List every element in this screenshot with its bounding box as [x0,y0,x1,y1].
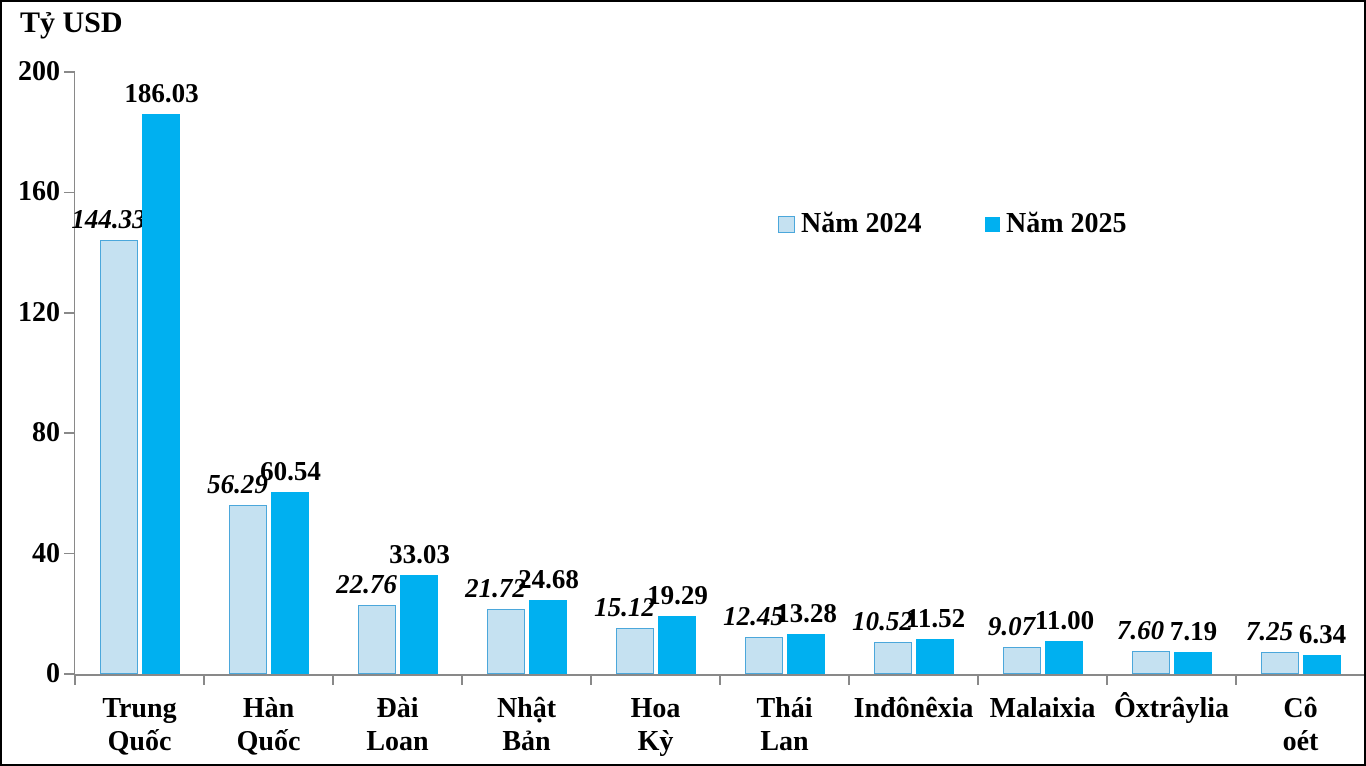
value-label-nam-2024: 7.25 [1245,616,1294,647]
bar-nam-2024 [1260,652,1299,674]
category-label: Inđônêxia [853,693,974,724]
category-label: Hàn Quốc [236,693,301,757]
category-label: Malaixia [989,693,1096,724]
legend-item-nam-2025: Năm 2025 [985,208,1127,240]
y-axis-tick [64,673,75,675]
x-axis-tick [848,675,850,685]
x-axis-tick [203,675,205,685]
category-label: Nhật Bản [496,693,557,757]
value-label-nam-2025: 33.03 [389,538,450,569]
value-label-nam-2025: 6.34 [1298,618,1347,649]
y-axis-tick-label: 40 [32,537,60,569]
bar-nam-2024 [357,605,396,674]
x-axis-line [73,674,1364,676]
value-label-nam-2024: 21.72 [465,572,526,603]
legend-label-2025: Năm 2025 [1006,208,1127,239]
value-label-nam-2025: 24.68 [518,563,579,594]
value-label-nam-2025: 60.54 [260,455,321,486]
bar-nam-2025 [915,639,954,674]
x-axis-tick [74,675,76,685]
legend-swatch-2024 [778,215,795,233]
x-axis-tick [590,675,592,685]
value-label-nam-2025: 11.00 [1034,604,1095,635]
value-label-nam-2024: 7.60 [1116,615,1165,646]
value-label-nam-2025: 13.28 [776,598,837,629]
value-label-nam-2025: 7.19 [1169,616,1218,647]
y-axis-tick-label: 0 [46,658,60,689]
bar-nam-2024 [744,636,783,674]
x-axis-tick [977,675,979,685]
bar-nam-2025 [1044,640,1083,674]
legend-label-2024: Năm 2024 [801,208,922,239]
bar-nam-2025 [141,114,180,674]
legend-item-nam-2024: Năm 2024 [778,208,922,240]
x-axis-tick [1235,675,1237,685]
x-axis-tick [332,675,334,685]
y-axis-tick [64,432,75,434]
value-label-nam-2025: 19.29 [647,579,708,610]
value-label-nam-2024: 9.07 [987,610,1036,641]
value-label-nam-2024: 144.33 [71,203,146,234]
value-label-nam-2025: 186.03 [124,78,199,109]
bar-nam-2024 [1002,646,1041,674]
category-label: Thái Lan [756,693,813,757]
bar-nam-2024 [228,504,267,674]
category-label: Ôxtrâylia [1113,693,1230,724]
y-axis-tick-label: 200 [18,56,60,87]
x-axis-tick [719,675,721,685]
bar-nam-2025 [657,615,696,674]
category-label: Hoa Kỳ [630,693,681,757]
bar-nam-2025 [270,491,309,674]
category-label: Cô oét [1282,693,1319,757]
bar-nam-2025 [1302,654,1341,674]
bar-nam-2024 [1131,651,1170,674]
value-label-nam-2024: 56.29 [207,468,268,499]
value-label-nam-2024: 22.76 [336,569,397,600]
bar-nam-2024 [99,239,138,674]
bar-nam-2025 [786,634,825,674]
value-label-nam-2024: 12.45 [723,600,784,631]
y-axis-unit-title: Tỷ USD [20,6,123,39]
bar-nam-2025 [399,574,438,674]
y-axis-tick [64,71,75,73]
category-label: Đài Loan [366,693,429,757]
x-axis-tick [461,675,463,685]
legend-swatch-2025 [985,216,1000,232]
y-axis-tick [64,552,75,555]
value-label-nam-2025: 11.52 [905,603,966,634]
y-axis-tick [64,312,75,314]
bar-nam-2024 [615,628,654,674]
y-axis-tick [64,191,75,194]
y-axis-tick-label: 160 [18,176,60,208]
y-axis-line [73,72,75,674]
value-label-nam-2024: 10.52 [852,606,913,637]
y-axis-tick-label: 120 [18,296,60,328]
bar-nam-2024 [873,642,912,674]
bar-nam-2024 [486,608,525,674]
x-axis-tick [1106,675,1108,685]
value-label-nam-2024: 15.12 [594,592,655,623]
y-axis-tick-label: 80 [32,417,60,449]
bar-nam-2025 [528,599,567,674]
bar-nam-2025 [1173,652,1212,674]
category-label: Trung Quốc [102,693,177,757]
